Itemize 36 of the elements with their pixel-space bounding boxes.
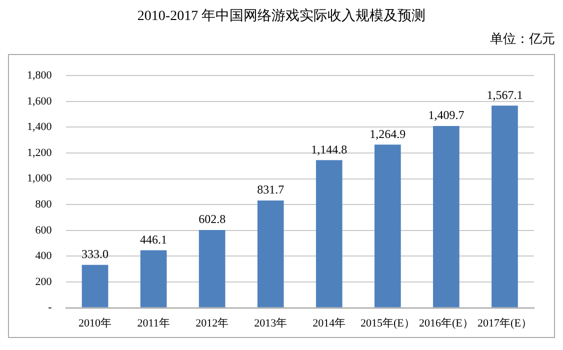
data-label: 1,264.9 [370, 126, 406, 141]
y-tick-label: 400 [35, 250, 52, 262]
y-tick-label: 1,000 [27, 172, 52, 185]
bar [82, 264, 108, 308]
data-label: 1,567.1 [486, 88, 523, 102]
x-tick-label: 2014年 [312, 317, 346, 330]
bar [374, 144, 401, 308]
y-tick-label: 1,600 [27, 95, 52, 108]
text: 单位：亿元 [490, 31, 555, 46]
x-tick-label: 2017年(E） [478, 317, 532, 330]
x-tick-label: 2011年 [137, 317, 170, 330]
y-tick-label: 800 [35, 198, 52, 210]
bar [198, 230, 226, 308]
bar [257, 200, 284, 308]
chart-title: 2010-2017 年中国网络游戏实际收入规模及预测 [136, 8, 427, 26]
data-label: 446.1 [140, 232, 168, 246]
y-tick-label: - [48, 302, 52, 314]
x-tick-label: 2016年(E） [419, 317, 474, 330]
bar [492, 106, 518, 308]
y-tick-label: 1,800 [27, 69, 52, 82]
y-tick-label: 200 [35, 276, 52, 288]
bar [433, 126, 460, 308]
x-tick-label: 2012年 [196, 317, 229, 330]
y-tick-label: 1,400 [27, 121, 52, 134]
x-tick-label: 2015年(E） [360, 317, 415, 330]
data-label: 1,409.7 [428, 108, 464, 122]
data-label: 831.7 [257, 182, 284, 197]
y-tick-label: 1,200 [27, 146, 52, 159]
data-label: 333.0 [82, 247, 109, 261]
data-label: 602.8 [198, 212, 226, 226]
x-tick-label: 2013年 [254, 317, 288, 330]
y-tick-label: 600 [35, 224, 52, 236]
bar [140, 250, 167, 308]
data-label: 1,144.8 [311, 142, 348, 156]
x-tick-label: 2010年 [78, 317, 112, 330]
bar [316, 160, 342, 308]
